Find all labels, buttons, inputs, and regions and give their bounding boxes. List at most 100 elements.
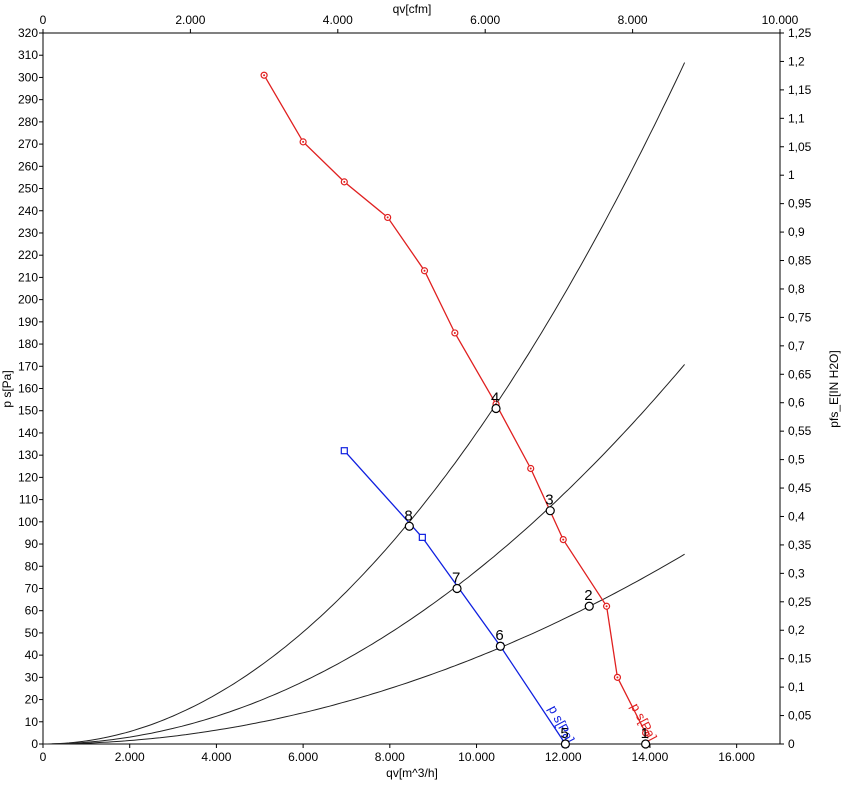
y-left-tick-label: 20 [25, 693, 39, 707]
y-left-tick-label: 170 [18, 359, 38, 373]
y-left-tick-label: 50 [25, 626, 39, 640]
data-point-dot [302, 140, 305, 143]
y-left-tick-label: 300 [18, 70, 38, 84]
y-left-tick-label: 240 [18, 204, 38, 218]
y-left-tick-label: 130 [18, 448, 38, 462]
operating-point-label: 3 [545, 492, 553, 509]
x-bottom-tick-label: 16.000 [718, 750, 755, 764]
data-point-dot [616, 676, 619, 679]
data-point-dot [529, 467, 532, 470]
y-left-tick-label: 150 [18, 404, 38, 418]
y-left-axis-label: p s[Pa] [0, 370, 14, 407]
tick-layer: 0 2.000 4.000 6.000 8.000 10.000 12.000 14.000 1… [18, 13, 812, 764]
data-point-dot [423, 269, 426, 272]
y-left-tick-label: 290 [18, 93, 38, 107]
y-right-tick-label: 0,75 [788, 310, 812, 324]
y-right-tick-label: 0,95 [788, 197, 812, 211]
system-curves [43, 62, 686, 745]
operating-point-marker [560, 739, 571, 749]
y-right-tick-label: 0,5 [788, 453, 805, 467]
operating-point-label: 7 [452, 569, 460, 586]
data-point-dot [453, 331, 456, 334]
data-point-square [418, 533, 426, 541]
y-right-tick-label: 1,25 [788, 26, 812, 40]
y-right-tick-label: 0,05 [788, 709, 812, 723]
operating-point-label: 5 [560, 725, 568, 742]
operating-point-label: 2 [584, 587, 592, 604]
y-right-tick-label: 1,1 [788, 111, 805, 125]
operating-point-marker [545, 506, 555, 516]
y-left-tick-label: 140 [18, 426, 38, 440]
y-left-tick-label: 210 [18, 270, 38, 284]
y-right-tick-label: 0,1 [788, 680, 805, 694]
data-point-dot [263, 74, 266, 77]
operating-point-label: 4 [491, 389, 499, 406]
y-left-tick-label: 270 [18, 137, 38, 151]
x-bottom-axis-label: qv[m^3/h] [386, 766, 438, 780]
operating-point-marker [495, 641, 505, 651]
x-bottom-tick-label: 6.000 [288, 750, 318, 764]
x-top-tick-label: 2.000 [175, 13, 205, 27]
y-left-tick-label: 190 [18, 315, 38, 329]
fan-curves: p s[Pa]p s[Pa] [260, 71, 660, 748]
y-right-tick-label: 0,55 [788, 424, 812, 438]
y-right-tick-label: 0 [788, 737, 795, 751]
y-right-tick-label: 0,7 [788, 339, 805, 353]
system-curve [43, 553, 685, 745]
y-left-tick-label: 280 [18, 115, 38, 129]
x-bottom-tick-label: 2.000 [115, 750, 145, 764]
x-bottom-tick-label: 8.000 [375, 750, 405, 764]
x-bottom-tick-label: 4.000 [201, 750, 231, 764]
fan-curve-line [343, 450, 566, 745]
y-left-tick-label: 200 [18, 293, 38, 307]
x-top-tick-label: 0 [40, 13, 47, 27]
y-left-tick-label: 230 [18, 226, 38, 240]
y-right-axis-label: pfs_E[IN H2O] [827, 350, 841, 427]
y-right-tick-label: 1,05 [788, 140, 812, 154]
y-left-tick-label: 90 [25, 537, 39, 551]
x-top-tick-label: 6.000 [470, 13, 500, 27]
operating-point-label: 1 [641, 725, 649, 742]
y-left-tick-label: 30 [25, 670, 39, 684]
y-right-tick-label: 1,2 [788, 54, 805, 68]
y-left-tick-label: 40 [25, 648, 39, 662]
y-right-tick-label: 0,4 [788, 509, 805, 523]
operating-point-marker [452, 583, 462, 594]
y-right-tick-label: 0,25 [788, 595, 812, 609]
x-bottom-tick-label: 0 [40, 750, 47, 764]
system-curve [43, 364, 685, 745]
operating-point-marker [404, 521, 414, 531]
y-left-tick-label: 310 [18, 48, 38, 62]
y-left-tick-label: 70 [25, 581, 39, 595]
x-bottom-tick-label: 14.000 [632, 750, 669, 764]
y-left-tick-label: 180 [18, 337, 38, 351]
data-point-dot [605, 605, 608, 608]
data-point-dot [644, 731, 647, 734]
plot-frame [42, 32, 781, 745]
y-right-tick-label: 0,6 [788, 396, 805, 410]
y-right-tick-label: 0,65 [788, 367, 812, 381]
y-right-tick-label: 0,9 [788, 225, 805, 239]
data-point-dot [562, 538, 565, 541]
operating-point-marker [584, 601, 594, 611]
y-left-tick-label: 320 [18, 26, 38, 40]
data-point-dot [386, 216, 389, 219]
operating-point-label: 8 [404, 507, 412, 524]
x-top-tick-label: 10.000 [762, 13, 799, 27]
x-top-tick-label: 8.000 [618, 13, 648, 27]
y-left-tick-label: 60 [25, 604, 39, 618]
y-left-tick-label: 110 [19, 493, 38, 507]
fan-curve-line [263, 74, 647, 734]
x-bottom-tick-label: 12.000 [545, 750, 582, 764]
data-point-dot [343, 180, 346, 183]
operating-point-marker [491, 403, 501, 414]
operating-point-marker [641, 739, 651, 749]
y-left-tick-label: 260 [18, 159, 38, 173]
operating-point-label: 6 [495, 627, 503, 644]
y-right-tick-label: 0,85 [788, 254, 812, 268]
operating-points: 1 2 3 4 5 6 7 8 [404, 389, 651, 749]
y-right-tick-label: 0,45 [788, 481, 812, 495]
y-right-tick-label: 0,8 [788, 282, 805, 296]
